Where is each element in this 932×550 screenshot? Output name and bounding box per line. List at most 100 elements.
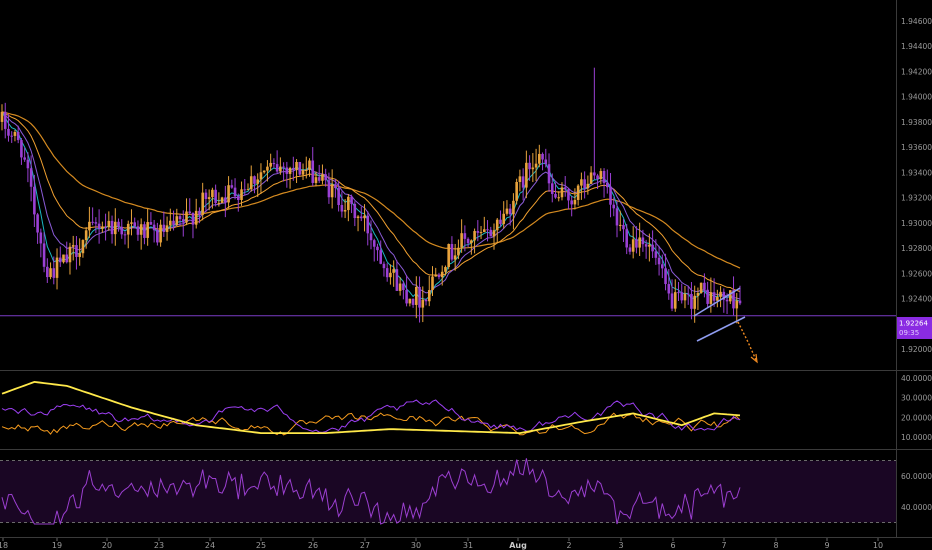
candle-body xyxy=(502,213,506,224)
candle-body xyxy=(411,298,415,305)
candle-body xyxy=(382,263,386,269)
candle-body xyxy=(418,286,421,308)
candle-body xyxy=(301,170,305,175)
candle-body xyxy=(586,183,590,189)
candle-body xyxy=(489,229,493,237)
time-tick-label: 20 xyxy=(102,541,112,550)
candle-body xyxy=(117,221,120,227)
candle-body xyxy=(622,224,625,230)
adx-tick-label: 30.0000 xyxy=(901,394,932,403)
candle-body xyxy=(389,272,392,278)
candle-body xyxy=(476,231,480,233)
candle-body xyxy=(279,166,282,172)
candle-body xyxy=(29,168,33,187)
projection-arrow-head xyxy=(750,353,758,364)
candle-body xyxy=(651,244,654,252)
candle-body xyxy=(13,131,17,136)
candle-body xyxy=(33,186,36,215)
time-tick-label: Aug xyxy=(509,541,527,550)
candle-body xyxy=(690,293,693,309)
candle-body xyxy=(88,221,91,231)
rsi-series-line xyxy=(1,458,741,526)
candle-body xyxy=(641,237,645,245)
candle-body xyxy=(246,189,250,191)
candle-body xyxy=(518,176,522,182)
candle-body xyxy=(120,226,124,235)
candle-body xyxy=(233,187,237,197)
candle-body xyxy=(680,292,684,301)
current-price-tag: 1.92264 09:35 xyxy=(897,317,932,339)
candle-body xyxy=(576,185,580,200)
channel-pattern[interactable] xyxy=(693,287,758,364)
candle-body xyxy=(560,187,564,198)
candle-body xyxy=(505,208,509,214)
candle-body xyxy=(593,172,596,176)
candle-body xyxy=(444,267,447,272)
candle-body xyxy=(722,291,726,300)
candle-body xyxy=(3,111,7,129)
candle-body xyxy=(175,216,179,225)
candle-body xyxy=(457,247,460,256)
candle-body xyxy=(683,293,687,301)
ema-slow-line xyxy=(1,111,741,293)
candle-body xyxy=(185,211,188,223)
candle-body xyxy=(466,238,470,244)
candle-body xyxy=(311,160,315,183)
candle-body xyxy=(654,251,658,258)
time-tick-label: 26 xyxy=(308,541,318,550)
candle-body xyxy=(440,271,444,278)
candle-body xyxy=(470,240,473,244)
candle-body xyxy=(512,200,515,215)
candle-body xyxy=(379,250,383,264)
candle-body xyxy=(188,211,192,214)
candle-body xyxy=(625,229,629,248)
candle-body xyxy=(23,157,26,160)
candle-body xyxy=(347,196,350,211)
candle-body xyxy=(282,166,285,168)
candle-body xyxy=(395,269,399,291)
time-tick-label: 24 xyxy=(205,541,215,550)
candle-body xyxy=(327,180,331,198)
candle-body xyxy=(515,181,518,201)
price-tick-label: 1.93200 xyxy=(901,194,932,203)
candle-body xyxy=(463,233,467,239)
candle-body xyxy=(385,268,389,278)
candle-body xyxy=(402,283,405,290)
candle-body xyxy=(538,153,541,164)
candle-body xyxy=(534,163,538,168)
candle-body xyxy=(528,162,531,170)
candle-body xyxy=(664,268,667,285)
time-tick-label: 25 xyxy=(256,541,266,550)
rsi-tick-label: 60.0000 xyxy=(901,472,932,481)
candle-body xyxy=(253,176,256,184)
price-tick-label: 1.93800 xyxy=(901,118,932,127)
candle-body xyxy=(288,167,292,174)
adx-tick-label: 10.0000 xyxy=(901,433,932,442)
candle-body xyxy=(159,224,162,243)
candle-body xyxy=(728,290,732,302)
candle-body xyxy=(262,170,266,173)
price-tick-label: 1.92800 xyxy=(901,244,932,253)
candle-body xyxy=(398,283,402,291)
candle-body xyxy=(49,268,52,278)
price-tick-label: 1.94400 xyxy=(901,42,932,51)
candle-body xyxy=(631,239,635,252)
candle-body xyxy=(686,293,690,295)
candle-body xyxy=(612,204,616,209)
candle-body xyxy=(285,167,289,174)
candle-body xyxy=(39,232,43,244)
candle-body xyxy=(372,240,376,247)
candle-body xyxy=(10,135,14,137)
candle-body xyxy=(149,222,153,225)
candle-body xyxy=(314,177,318,183)
candle-body xyxy=(609,187,612,205)
candle-body xyxy=(26,159,30,169)
candle-body xyxy=(172,220,175,225)
time-tick-label: 27 xyxy=(360,541,370,550)
candle-body xyxy=(110,220,114,235)
candle-body xyxy=(97,223,101,229)
candle-body xyxy=(369,233,373,241)
candle-body xyxy=(735,300,739,309)
candle-body xyxy=(376,246,379,251)
